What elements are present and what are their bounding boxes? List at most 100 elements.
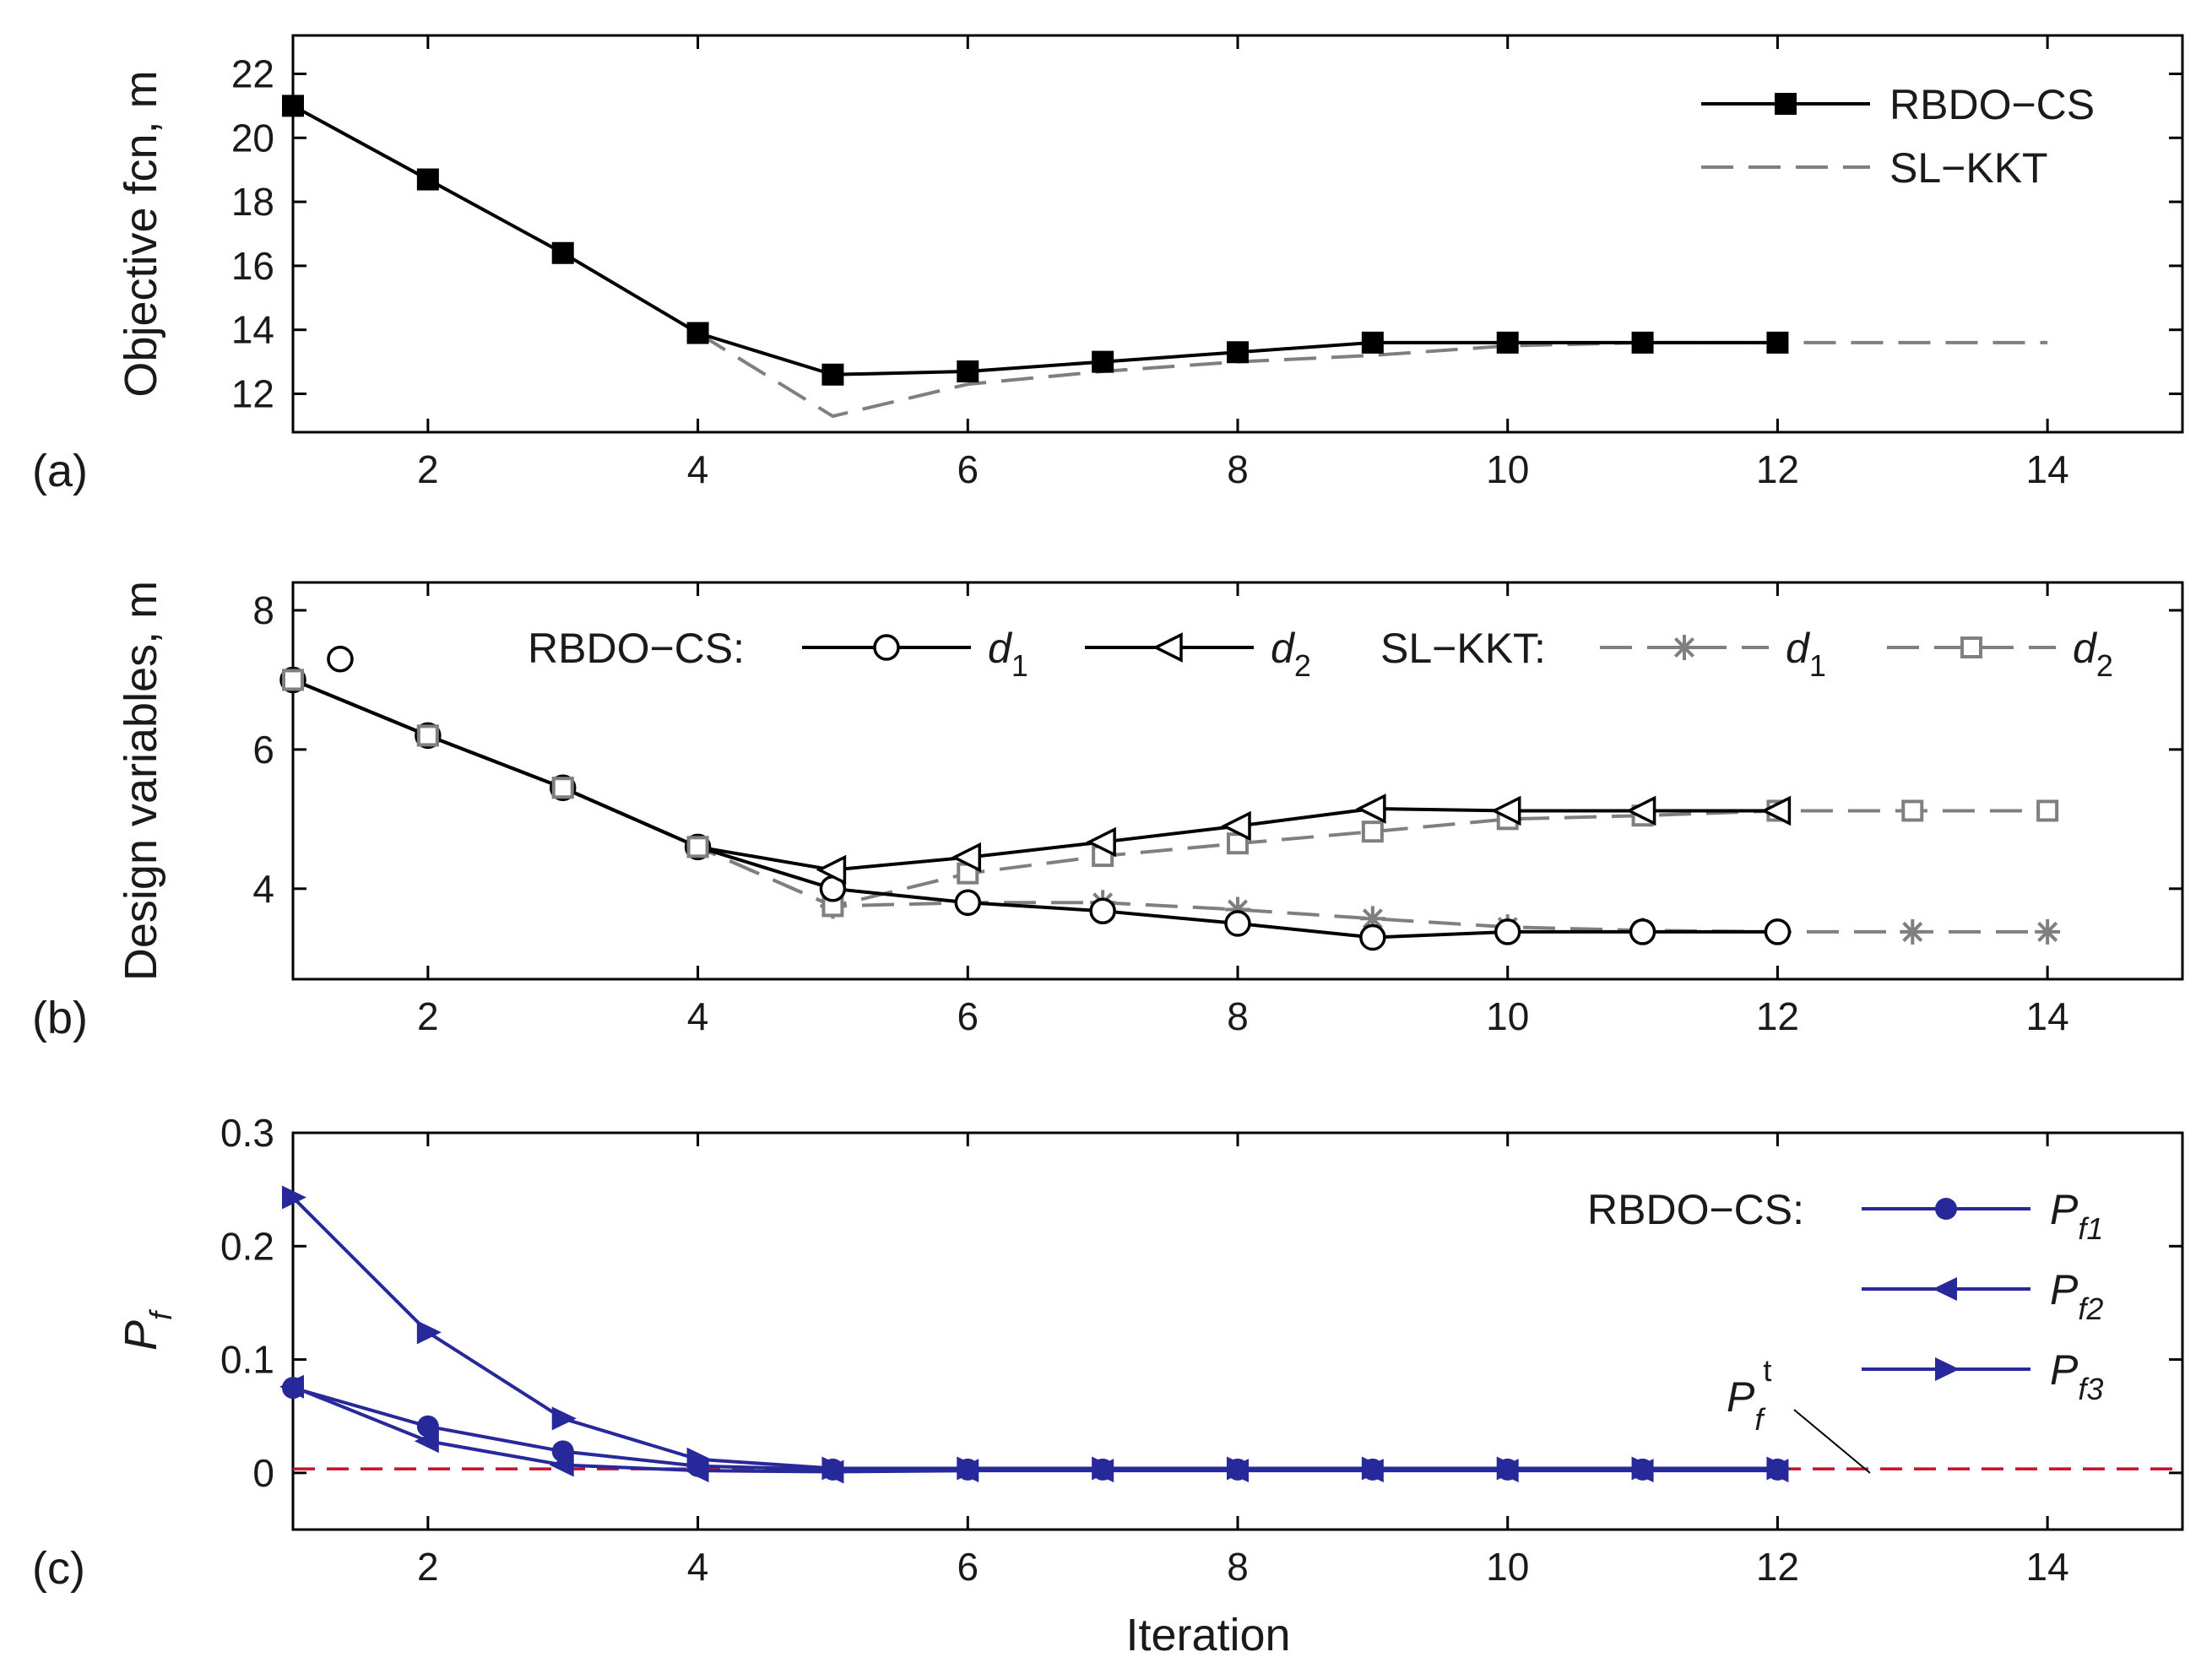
- series-line-rbdo-cs-d2: [292, 678, 1778, 872]
- x-tick-label: 4: [687, 1545, 709, 1589]
- x-tick-label: 2: [417, 994, 439, 1038]
- y-tick-label: 14: [231, 308, 274, 352]
- data-point-sl-kkt-d2: [1361, 820, 1384, 843]
- x-tick-label: 12: [1756, 994, 1799, 1038]
- data-point-rbdo-cs-d1: [1764, 918, 1792, 945]
- data-point-rbdo-cs: [282, 95, 304, 117]
- data-point-rbdo-cs: [957, 360, 979, 382]
- legend-marker-pf2: [1933, 1277, 1957, 1301]
- data-point-rbdo-cs: [1766, 331, 1789, 354]
- data-point-pf3: [1766, 1456, 1792, 1481]
- x-axis-label: Iteration: [1125, 1610, 1290, 1660]
- data-point-rbdo-cs: [1361, 331, 1384, 354]
- star-stroke: [1362, 908, 1383, 929]
- data-point-rbdo-cs-d2: [1221, 810, 1251, 842]
- data-point-rbdo-cs: [1496, 331, 1519, 354]
- legend-marker-rbdo-cs-d2: [1152, 632, 1183, 663]
- data-point-rbdo-cs: [686, 322, 709, 344]
- data-point-rbdo-cs-d2: [1625, 795, 1656, 826]
- data-point-rbdo-cs-d2: [1490, 795, 1521, 826]
- data-point-pf3: [282, 1185, 306, 1210]
- star-stroke: [1902, 921, 1923, 942]
- legend-marker-sl-kkt-d1: [1672, 635, 1697, 660]
- data-point-outlier: [327, 645, 354, 673]
- data-point-sl-kkt-d2: [686, 836, 709, 858]
- x-tick-label: 6: [957, 994, 979, 1038]
- target-leader-line: [1793, 1409, 1871, 1474]
- x-tick-label: 4: [687, 994, 709, 1038]
- legend-marker-rbdo-cs: [1775, 93, 1797, 115]
- data-point-pf3: [1361, 1456, 1386, 1481]
- y-tick-label: 12: [231, 372, 274, 416]
- data-point-rbdo-cs-d2: [816, 854, 847, 885]
- star-stroke: [1673, 636, 1695, 658]
- data-point-rbdo-cs-d1: [1494, 918, 1521, 945]
- data-point-rbdo-cs: [1092, 350, 1114, 373]
- x-tick-label: 4: [687, 447, 709, 491]
- legend: RBDO−CS SL−KKT: [1701, 81, 2095, 192]
- y-axis-label: Pf: [116, 1308, 178, 1351]
- data-point-pf2: [414, 1429, 439, 1454]
- x-tick-label: 14: [2026, 994, 2069, 1038]
- data-point-pf3: [416, 1320, 442, 1345]
- x-tick-label: 10: [1486, 994, 1529, 1038]
- y-axis-label: Objective fcn, m: [116, 70, 166, 397]
- data-point-sl-kkt-d2: [416, 724, 439, 747]
- x-tick-label: 14: [2026, 1545, 2069, 1589]
- data-point-rbdo-cs-d2: [1086, 826, 1116, 858]
- data-point-rbdo-cs-d1: [1224, 910, 1251, 937]
- legend-marker-sl-kkt-d2: [1960, 636, 1982, 658]
- legend-group-sl-kkt: SL−KKT:: [1380, 625, 1546, 672]
- data-point-pf2: [279, 1374, 304, 1399]
- legend-label-sl-kkt-d2: d2: [2073, 625, 2113, 683]
- data-point-pf3: [821, 1456, 847, 1481]
- data-point-rbdo-cs: [551, 241, 574, 264]
- legend-label-rbdo-cs-d2: d2: [1271, 625, 1311, 683]
- legend-marker-pf1: [1935, 1198, 1957, 1220]
- x-tick-label: 10: [1486, 1545, 1529, 1589]
- data-point-pf3: [551, 1406, 577, 1431]
- data-point-rbdo-cs: [1227, 341, 1249, 364]
- y-tick-label: 22: [231, 51, 274, 95]
- data-point-pf3: [686, 1447, 712, 1471]
- data-point-rbdo-cs-d1: [954, 889, 982, 917]
- x-tick-label: 14: [2026, 447, 2069, 491]
- x-tick-label: 6: [957, 1545, 979, 1589]
- legend-group-rbdo-cs: RBDO−CS:: [528, 625, 745, 672]
- target-label: Pft: [1727, 1353, 1771, 1437]
- y-tick-label: 18: [231, 180, 274, 224]
- data-point-pf3: [1496, 1456, 1521, 1481]
- panel-label: (a): [32, 446, 88, 496]
- panel-a: 2 4 6 8 10 12 14 12 14 16 18 20 22 (a) Objective fcn, …: [32, 34, 2184, 496]
- legend-label-rbdo-cs-d1: d1: [988, 625, 1028, 683]
- y-axis-label: Design variables, m: [116, 581, 166, 981]
- legend-label-rbdo-cs: RBDO−CS: [1889, 81, 2095, 128]
- x-tick-label: 12: [1756, 1545, 1799, 1589]
- x-tick-label: 2: [417, 1545, 439, 1589]
- legend-label-pf1: Pf1: [2050, 1186, 2103, 1246]
- legend-marker-rbdo-cs-d1: [873, 634, 900, 661]
- data-point-rbdo-cs-d2: [951, 842, 982, 873]
- legend: RBDO−CS: Pf1 Pf2 Pf3: [1587, 1186, 2103, 1406]
- y-tick-label: 4: [252, 867, 274, 911]
- series-line-rbdo-cs-d1: [292, 678, 1778, 940]
- x-tick-label: 8: [1227, 447, 1249, 491]
- series-line-sl-kkt: [697, 331, 2048, 419]
- legend-label-sl-kkt-d1: d1: [1786, 625, 1826, 683]
- x-tick-label: 8: [1227, 994, 1249, 1038]
- y-tick-label: 0.1: [220, 1338, 274, 1382]
- data-point-sl-kkt-d2: [551, 777, 574, 799]
- y-tick-label: 6: [252, 728, 274, 772]
- data-point-rbdo-cs-d1: [1359, 923, 1386, 951]
- series-line-pf2: [292, 1384, 1778, 1474]
- panel-label: (c): [32, 1543, 85, 1594]
- legend: RBDO−CS: d1 d2 SL−KKT: d1 d2: [528, 625, 2113, 683]
- series-line-rbdo-cs: [292, 104, 1778, 376]
- y-tick-label: 8: [252, 588, 274, 632]
- data-point-sl-kkt-d2: [2036, 799, 2059, 822]
- legend-marker-pf3: [1935, 1357, 1960, 1381]
- data-point-sl-kkt-d2: [282, 669, 304, 691]
- data-point-sl-kkt-d1: [1900, 918, 1926, 945]
- y-tick-label: 0.3: [220, 1111, 274, 1155]
- data-point-rbdo-cs: [416, 168, 439, 191]
